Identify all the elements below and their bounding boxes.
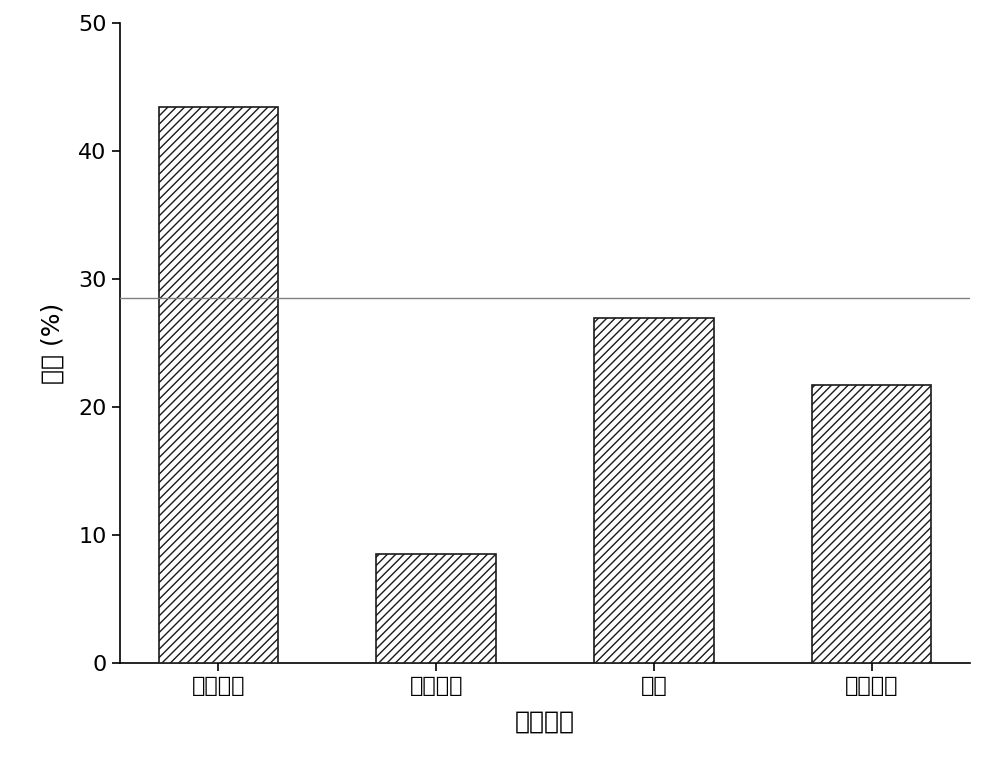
Y-axis label: 丰度 (%): 丰度 (%)	[40, 303, 64, 384]
Bar	[594, 317, 714, 663]
Bar	[812, 385, 931, 663]
X-axis label: 菌剂组成: 菌剂组成	[515, 710, 575, 734]
Bar	[159, 107, 278, 663]
Bar	[376, 555, 496, 663]
